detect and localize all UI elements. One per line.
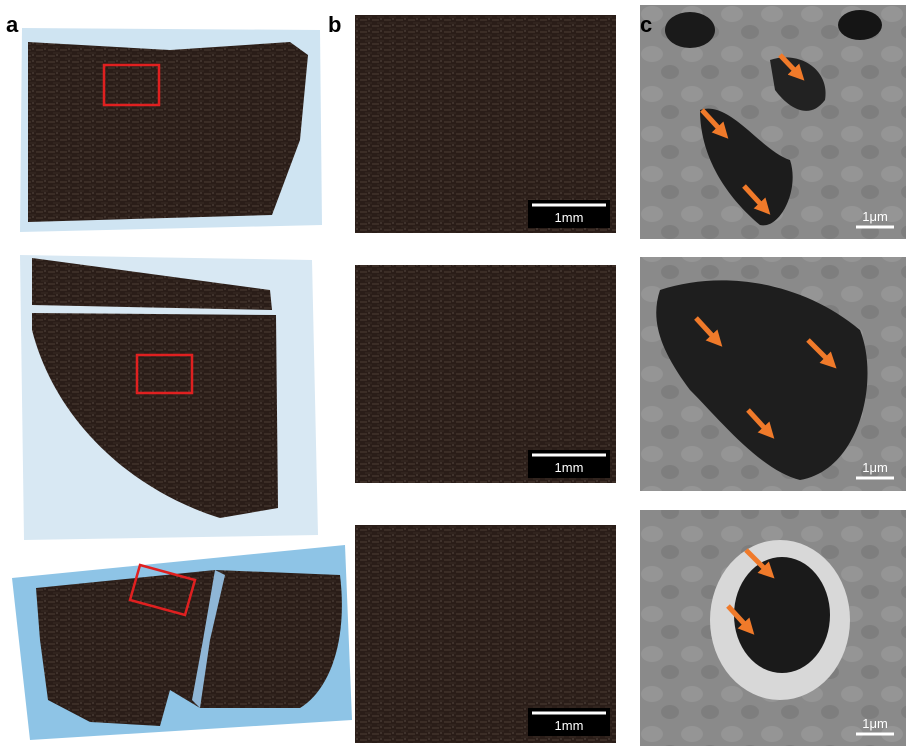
scale-bar-label: 1mm — [555, 718, 584, 733]
scale-bar-label: 1μm — [862, 209, 888, 224]
pore — [734, 557, 830, 673]
page: a b 1mm 1mm 1mm — [0, 0, 914, 751]
sample-photo — [20, 255, 318, 540]
pore — [665, 12, 715, 48]
sem-image: 1μm — [640, 510, 906, 746]
micrograph: 1mm — [355, 265, 616, 483]
figure: a b 1mm 1mm 1mm — [0, 0, 914, 751]
sem-image: c 1μm — [640, 5, 906, 239]
scale-bar-label: 1μm — [862, 460, 888, 475]
micrograph: 1mm — [355, 525, 616, 743]
sample-photo — [12, 545, 352, 740]
panel-label: b — [328, 12, 341, 37]
sample-photo — [20, 28, 322, 232]
sample — [28, 42, 308, 222]
scale-bar-label: 1μm — [862, 716, 888, 731]
pore — [838, 10, 882, 40]
sem-image: 1μm — [640, 257, 906, 491]
panel-label: c — [640, 12, 652, 37]
panel-label: a — [6, 12, 19, 37]
scale-bar-label: 1mm — [555, 460, 584, 475]
scale-bar-label: 1mm — [555, 210, 584, 225]
micrograph: 1mm — [355, 15, 616, 233]
